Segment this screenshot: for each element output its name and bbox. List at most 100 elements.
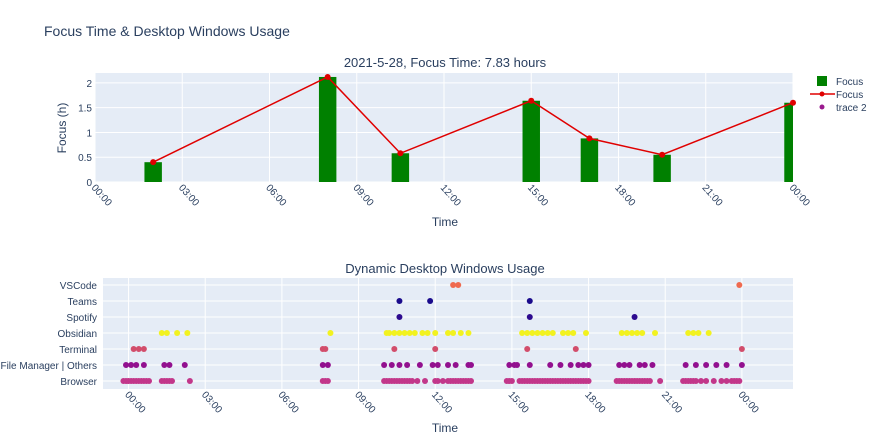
usage-point: [526, 298, 533, 304]
x-tick-label: 06:00: [263, 183, 288, 209]
usage-point: [391, 346, 398, 352]
usage-point: [411, 330, 418, 336]
usage-point: [169, 378, 175, 384]
usage-point: [327, 330, 334, 336]
usage-point: [570, 330, 577, 336]
usage-point: [710, 378, 717, 384]
y-tick-label: 2: [86, 79, 92, 90]
x-tick-label: 12:00: [438, 183, 463, 209]
usage-point: [457, 330, 464, 336]
usage-point: [419, 330, 426, 336]
usage-point: [123, 362, 129, 368]
legend-item[interactable]: Focus: [810, 90, 863, 101]
y-tick-label: 1: [86, 128, 92, 139]
usage-point: [445, 330, 451, 336]
usage-point: [465, 330, 472, 336]
usage-point: [406, 330, 413, 336]
x-tick-label: 21:00: [659, 390, 684, 416]
usage-point: [427, 298, 434, 304]
x-tick-label: 00:00: [89, 183, 114, 209]
usage-point: [445, 362, 451, 368]
usage-point: [439, 378, 446, 384]
usage-point: [705, 330, 712, 336]
usage-point: [146, 378, 152, 384]
focus-x-axis-label: Time: [432, 215, 459, 229]
usage-point: [135, 346, 142, 352]
focus-bar: [784, 102, 793, 182]
usage-point: [133, 362, 140, 368]
focus-line-point: [790, 99, 796, 106]
figure-title: Focus Time & Desktop Windows Usage: [44, 23, 290, 39]
legend-label: Focus: [836, 90, 863, 101]
usage-point: [685, 330, 692, 336]
usage-point: [557, 362, 564, 368]
y-tick-label: Spotify: [66, 313, 97, 324]
legend-line-marker: [819, 91, 825, 97]
usage-point: [404, 362, 411, 368]
usage-point: [547, 362, 554, 368]
usage-point: [174, 330, 181, 336]
usage-point: [396, 298, 403, 304]
usage-point: [565, 330, 572, 336]
usage-point: [549, 330, 556, 336]
y-tick-label: Terminal: [59, 345, 97, 356]
x-tick-label: 09:00: [351, 183, 376, 209]
x-tick-label: 15:00: [506, 390, 531, 416]
usage-point: [434, 378, 441, 384]
usage-point: [424, 330, 431, 336]
usage-point: [626, 362, 633, 368]
usage-point: [508, 378, 515, 384]
usage-point: [432, 346, 439, 352]
y-tick-label: Browser: [60, 377, 97, 388]
windows-usage-chart: Dynamic Desktop Windows Usage 00:00 03:00…: [0, 261, 793, 435]
usage-point: [718, 378, 725, 384]
usage-point: [575, 362, 582, 368]
x-tick-label: 00:00: [787, 183, 812, 209]
usage-point: [432, 330, 439, 336]
usage-point: [409, 378, 416, 384]
focus-line-point: [586, 135, 593, 142]
usage-point: [703, 378, 710, 384]
usage-point: [646, 378, 653, 384]
usage-point: [698, 378, 704, 384]
usage-point: [639, 330, 646, 336]
usage-point: [544, 330, 551, 336]
focus-line-point: [528, 97, 535, 104]
legend-item[interactable]: trace 2: [819, 103, 868, 114]
focus-bar: [653, 154, 671, 182]
usage-point: [506, 362, 513, 368]
x-tick-label: 12:00: [429, 390, 454, 416]
focus-bar: [318, 76, 337, 182]
usage-point: [692, 362, 699, 368]
usage-point: [621, 362, 628, 368]
usage-point: [452, 362, 459, 368]
usage-point: [629, 330, 635, 336]
legend-item[interactable]: Focus: [817, 76, 863, 88]
focus-line-point: [659, 151, 666, 158]
legend-bar-swatch: [817, 76, 827, 86]
y-tick-label: File Manager | Others: [0, 361, 97, 372]
usage-point: [649, 362, 656, 368]
usage-point: [723, 362, 730, 368]
usage-point: [128, 362, 135, 368]
focus-y-axis-label: Focus (h): [55, 103, 69, 154]
usage-point: [572, 346, 579, 352]
usage-point: [539, 330, 546, 336]
y-tick-label: VSCode: [60, 281, 98, 292]
usage-point: [158, 330, 165, 336]
usage-point: [401, 330, 408, 336]
usage-point: [623, 330, 630, 336]
usage-point: [692, 378, 699, 384]
focus-chart: 2021-5-28, Focus Time: 7.83 hours 00:00 0…: [55, 55, 867, 229]
y-tick-label: 1.5: [78, 104, 92, 115]
usage-point: [184, 330, 191, 336]
usage-point: [631, 314, 638, 320]
focus-line-point: [397, 150, 404, 157]
usage-point: [529, 330, 536, 336]
usage-point: [140, 346, 147, 352]
usage-point: [519, 330, 526, 336]
legend[interactable]: Focus Focus trace 2: [810, 76, 867, 114]
usage-point: [468, 362, 474, 368]
x-tick-label: 03:00: [199, 390, 224, 416]
usage-point: [429, 362, 436, 368]
